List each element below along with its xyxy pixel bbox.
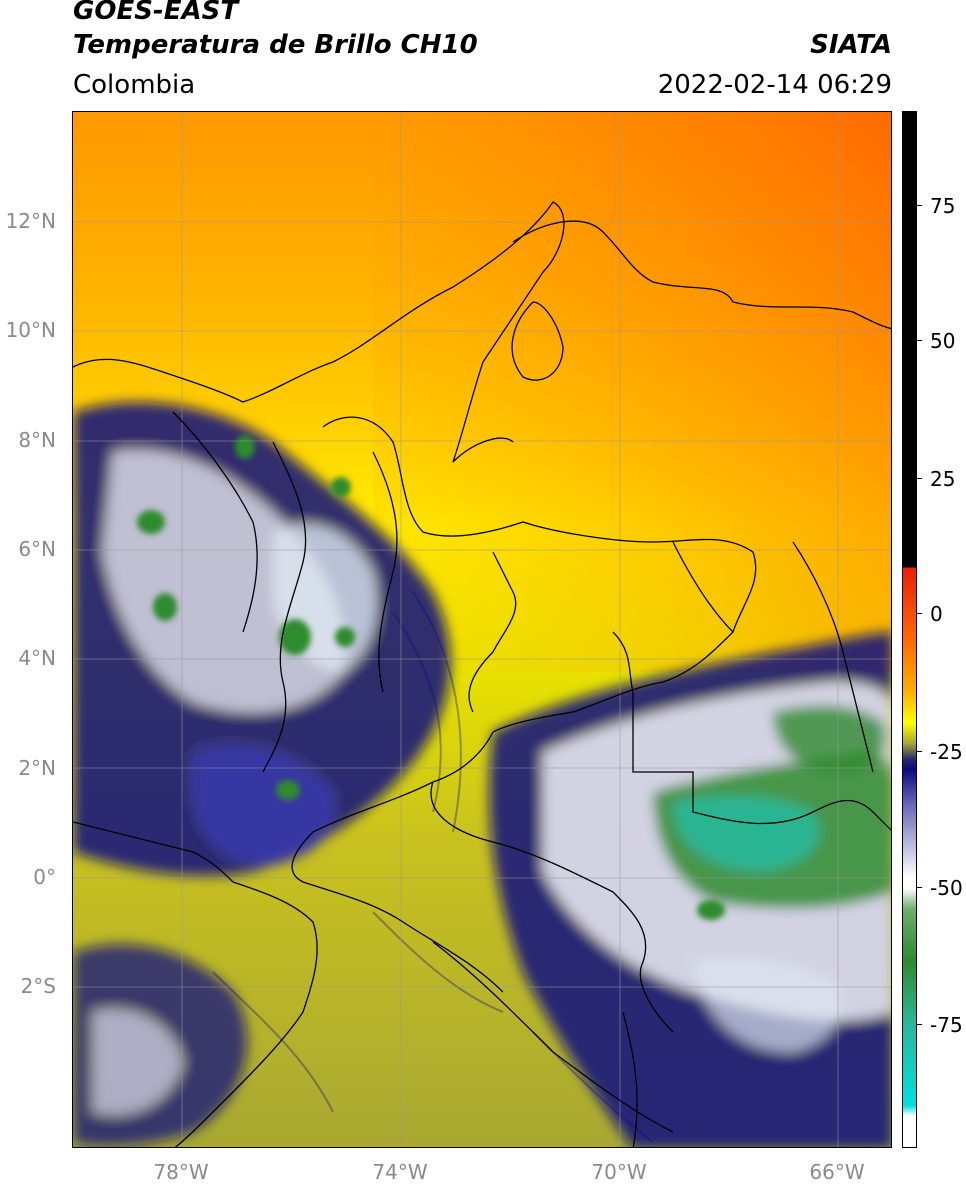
colorbar — [902, 111, 917, 1148]
lat-label-2N: 2°N — [18, 756, 56, 780]
colorbar-tick — [917, 1024, 922, 1025]
colorbar-tick — [917, 478, 922, 479]
lat-label-4N: 4°N — [18, 646, 56, 670]
colorbar-label-25: 25 — [930, 467, 956, 491]
colorbar-tick — [917, 205, 922, 206]
region-label: Colombia — [73, 70, 196, 100]
colorbar-tick — [917, 613, 922, 614]
lon-label-74W: 74°W — [372, 1160, 428, 1184]
brightness-temperature-field — [73, 112, 891, 1147]
product-title: Temperatura de Brillo CH10 — [73, 30, 478, 60]
satellite-map[interactable] — [72, 111, 892, 1148]
colorbar-tick — [917, 340, 922, 341]
lon-label-78W: 78°W — [153, 1160, 209, 1184]
lon-label-66W: 66°W — [809, 1160, 865, 1184]
colorbar-label-minus75: -75 — [930, 1013, 963, 1037]
lat-label-6N: 6°N — [18, 537, 56, 561]
lat-label-10N: 10°N — [5, 318, 56, 342]
graticule — [73, 112, 891, 1147]
lat-label-0: 0° — [33, 865, 56, 889]
colorbar-label-0: 0 — [930, 602, 943, 626]
lat-label-12N: 12°N — [5, 209, 56, 233]
source-label: SIATA — [810, 30, 892, 60]
colorbar-label-minus25: -25 — [930, 740, 963, 764]
lat-label-8N: 8°N — [18, 428, 56, 452]
colorbar-tick — [917, 751, 922, 752]
colorbar-label-minus50: -50 — [930, 876, 963, 900]
satellite-title: GOES-EAST — [73, 0, 239, 26]
datetime-label: 2022-02-14 06:29 — [657, 70, 892, 100]
colorbar-label-75: 75 — [930, 194, 956, 218]
colorbar-label-50: 50 — [930, 329, 956, 353]
lat-label-2S: 2°S — [20, 974, 56, 998]
colorbar-tick — [917, 887, 922, 888]
country-borders — [73, 201, 891, 1147]
lon-label-70W: 70°W — [591, 1160, 647, 1184]
